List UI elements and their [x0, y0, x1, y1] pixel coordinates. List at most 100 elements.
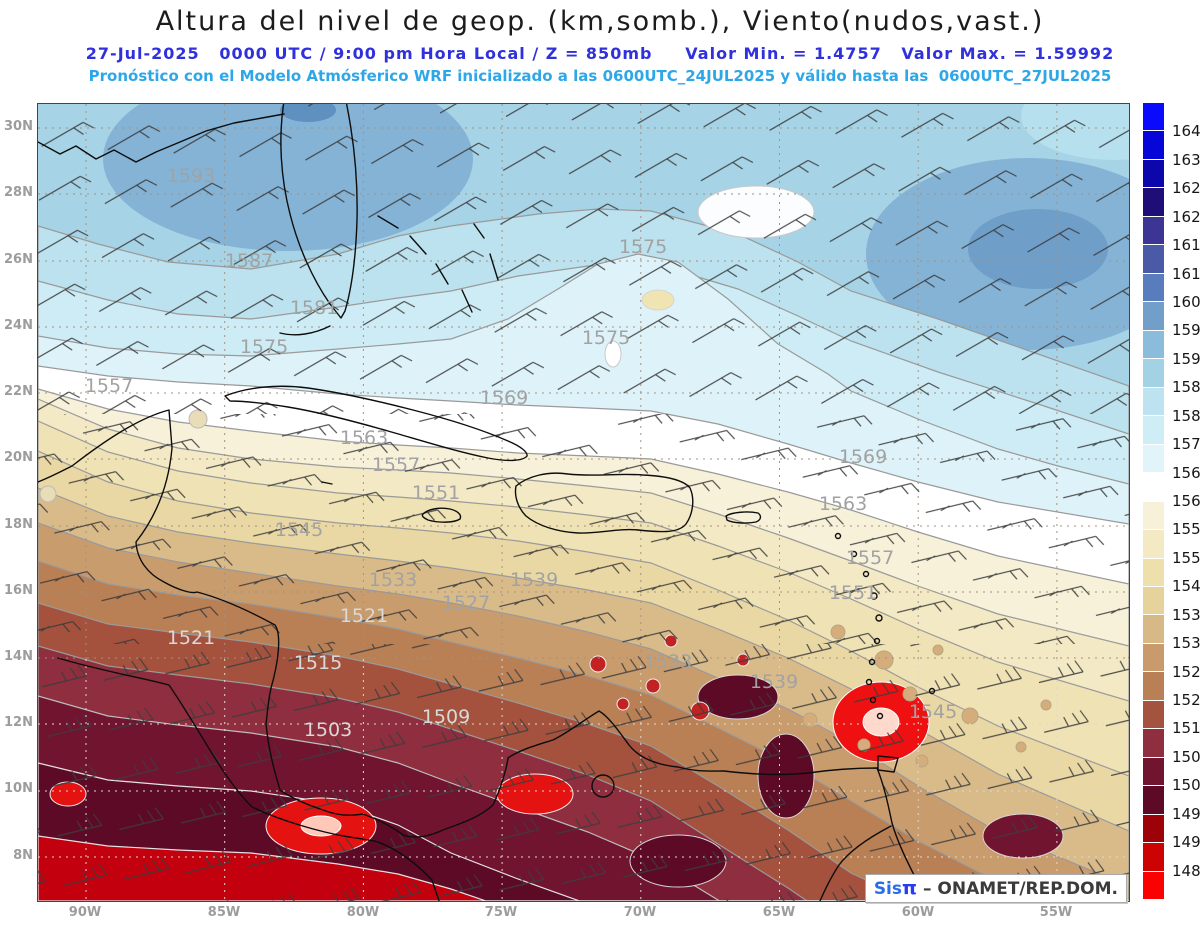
colorbar-cell — [1143, 814, 1164, 844]
contour-label: 1527 — [442, 592, 490, 614]
colorbar-label: 1551 — [1172, 549, 1200, 567]
contour-label: 1539 — [510, 569, 558, 591]
contour-label: 1563 — [340, 427, 388, 449]
contour-label: 1587 — [225, 250, 273, 272]
lon-tick-label: 75W — [484, 905, 518, 920]
colorbar-label: 1515 — [1172, 719, 1200, 737]
coastlines — [37, 100, 936, 902]
colorbar-label: 1581 — [1172, 407, 1200, 425]
contour-label: 1575 — [240, 336, 288, 358]
colorbar-cell — [1143, 359, 1164, 388]
colorbar-label: 1539 — [1172, 606, 1200, 624]
lat-tick-label: 10N — [4, 781, 33, 796]
watermark-org: – ONAMET/REP.DOM. — [917, 879, 1118, 899]
colorbar-cell — [1143, 615, 1164, 644]
colorbar-cell — [1143, 729, 1164, 758]
colorbar-label: 1623 — [1172, 208, 1200, 226]
contour-label: 1569 — [480, 387, 528, 409]
colorbar — [1143, 103, 1164, 900]
lat-tick-label: 26N — [4, 252, 33, 267]
contour-label: 1521 — [340, 605, 388, 627]
colorbar-label: 1485 — [1172, 862, 1200, 880]
lat-tick-label: 28N — [4, 185, 33, 200]
colorbar-cell — [1143, 131, 1164, 160]
colorbar-label: 1593 — [1172, 350, 1200, 368]
colorbar-cell — [1143, 216, 1164, 246]
page-title: Altura del nivel de geop. (km,somb.), Vi… — [155, 6, 1045, 37]
colorbar-cell — [1143, 643, 1164, 673]
lat-tick-label: 22N — [4, 384, 33, 399]
colorbar-cell — [1143, 188, 1164, 217]
colorbar-label: 1587 — [1172, 378, 1200, 396]
contour-label: 1575 — [582, 327, 630, 349]
colorbar-cell — [1143, 700, 1164, 730]
colorbar-cell — [1143, 444, 1164, 474]
lat-tick-label: 18N — [4, 517, 33, 532]
contour-label: 1563 — [819, 493, 867, 515]
colorbar-cell — [1143, 530, 1164, 559]
colorbar-cell — [1143, 416, 1164, 445]
colorbar-cell — [1143, 558, 1164, 587]
colorbar-cell — [1143, 786, 1164, 815]
lat-tick-label: 20N — [4, 450, 33, 465]
lat-tick-label: 24N — [4, 318, 33, 333]
lat-tick-label: 8N — [13, 848, 33, 863]
contour-label: 1515 — [294, 652, 342, 674]
lon-tick-label: 55W — [1039, 905, 1073, 920]
contour-label: 1539 — [750, 671, 798, 693]
lat-tick-label: 16N — [4, 583, 33, 598]
colorbar-cell — [1143, 302, 1164, 331]
forecast-map: 1593 1587 1581 1575 1575 1575 1569 1569 … — [37, 67, 1200, 927]
lat-tick-label: 12N — [4, 715, 33, 730]
colorbar-label: 1527 — [1172, 663, 1200, 681]
colorbar-label: 1575 — [1172, 435, 1200, 453]
contour-label: 1521 — [167, 627, 215, 649]
contour-label: 1545 — [909, 701, 957, 723]
lon-tick-label: 85W — [207, 905, 241, 920]
contour-label: 1593 — [167, 165, 215, 187]
colorbar-cell — [1143, 501, 1164, 531]
lon-tick-label: 65W — [762, 905, 796, 920]
colorbar-label: 1533 — [1172, 634, 1200, 652]
contour-label: 1533 — [369, 569, 417, 591]
colorbar-cell — [1143, 245, 1164, 274]
colorbar-cell — [1143, 330, 1164, 360]
contour-label: 1581 — [290, 297, 338, 319]
contour-label: 1569 — [839, 446, 887, 468]
pi-symbol: π — [902, 877, 918, 899]
colorbar-label: 1545 — [1172, 577, 1200, 595]
contour-labels-layer: 1593 1587 1581 1575 1575 1575 1569 1569 … — [85, 165, 957, 741]
lat-tick-label: 30N — [4, 119, 33, 134]
colorbar-label: 1629 — [1172, 179, 1200, 197]
contour-label: 1551 — [829, 582, 877, 604]
wind-barbs — [38, 104, 1129, 901]
colorbar-cell — [1143, 871, 1164, 900]
colorbar-cell — [1143, 586, 1164, 616]
contour-label: 1575 — [619, 236, 667, 258]
colorbar-label: 1605 — [1172, 293, 1200, 311]
colorbar-cell — [1143, 159, 1164, 189]
lon-tick-label: 90W — [68, 905, 102, 920]
contour-label: 1503 — [304, 719, 352, 741]
colorbar-cell — [1143, 843, 1164, 872]
contour-label: 1551 — [412, 482, 460, 504]
colorbar-label: 1617 — [1172, 236, 1200, 254]
contour-label: 1533 — [644, 651, 692, 673]
colorbar-cell — [1143, 387, 1164, 417]
lat-tick-label: 14N — [4, 649, 33, 664]
watermark-brand: Sis — [873, 879, 903, 899]
contour-label: 1557 — [372, 454, 420, 476]
colorbar-cell — [1143, 273, 1164, 303]
contour-label: 1557 — [85, 375, 133, 397]
map-canvas: 1593 1587 1581 1575 1575 1575 1569 1569 … — [37, 67, 1200, 927]
colorbar-cell — [1143, 473, 1164, 502]
colorbar-label: 1503 — [1172, 776, 1200, 794]
contour-label: 1509 — [422, 706, 470, 728]
lon-tick-label: 80W — [346, 905, 380, 920]
colorbar-label: 1569 — [1172, 464, 1200, 482]
lon-tick-label: 70W — [623, 905, 657, 920]
colorbar-label: 1599 — [1172, 321, 1200, 339]
